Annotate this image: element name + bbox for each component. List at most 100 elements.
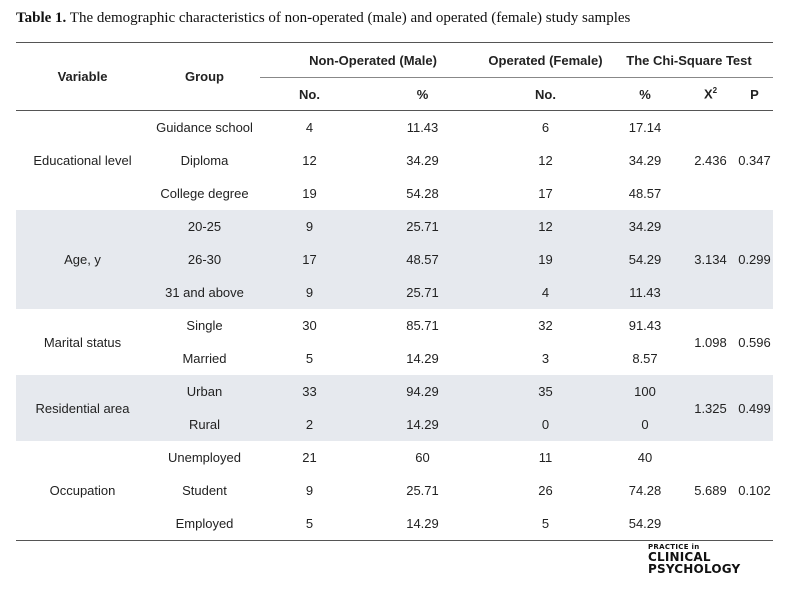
pct-male-cell: 14.29 (406, 516, 439, 531)
chi-square-cell: 1.098 (694, 334, 727, 350)
group-cell: 31 and above (149, 276, 260, 309)
pct-female-cell: 74.28 (628, 483, 662, 498)
pct-female-cell: 100 (605, 375, 685, 408)
table-caption-text: The demographic characteristics of non-o… (66, 10, 631, 26)
group-cell: Guidance school (156, 120, 253, 135)
group-cell: Student (182, 483, 227, 498)
table-row: Educational level Guidance school 4 11.4… (16, 111, 773, 168)
pct-male-cell: 94.29 (359, 375, 486, 408)
no-male-cell: 4 (305, 120, 314, 135)
group-cell: Married (182, 351, 227, 366)
no-female-cell: 5 (541, 516, 550, 531)
pct-female-cell: 11.43 (605, 276, 685, 309)
header-pct-male: % (416, 86, 429, 102)
group-cell: Rural (149, 408, 260, 441)
no-male-cell: 33 (260, 375, 359, 408)
header-x2-sup: 2 (712, 86, 718, 96)
no-male-cell: 5 (305, 351, 314, 366)
p-value-cell: 0.102 (738, 483, 771, 498)
table-row: Employed 5 14.29 5 54.29 (16, 507, 773, 541)
header-p: P (750, 86, 759, 102)
group-cell: College degree (160, 186, 249, 201)
pct-female-cell: 0 (605, 408, 685, 441)
no-female-cell: 17 (538, 186, 553, 201)
table-row: Rural 2 14.29 0 0 (16, 408, 773, 441)
pct-male-cell: 25.71 (359, 276, 486, 309)
group-cell: 20-25 (149, 210, 260, 243)
pct-female-cell: 34.29 (628, 153, 662, 168)
header-pct-female: % (639, 86, 651, 102)
no-female-cell: 4 (486, 276, 605, 309)
header-variable: Variable (57, 69, 108, 84)
no-male-cell: 2 (260, 408, 359, 441)
no-female-cell: 26 (538, 483, 553, 498)
pct-female-cell: 17.14 (628, 120, 662, 135)
group-cell: 26-30 (149, 243, 260, 276)
group-cell: Single (186, 318, 223, 333)
journal-logo: PRACTICE in CLINICAL PSYCHOLOGY (648, 543, 796, 576)
table-caption-label: Table 1. (16, 10, 67, 26)
no-female-cell: 0 (486, 408, 605, 441)
p-value-cell: 0.299 (736, 210, 773, 309)
no-male-cell: 9 (260, 276, 359, 309)
header-non-operated: Non-Operated (Male) (260, 42, 486, 78)
section-occupation: Occupation Unemployed 21 60 11 40 5.689 … (16, 441, 773, 541)
no-female-cell: 12 (538, 153, 553, 168)
no-female-cell: 12 (486, 210, 605, 243)
pct-female-cell: 48.57 (628, 186, 662, 201)
section-residential-area: Residential area Urban 33 94.29 35 100 1… (16, 375, 773, 441)
group-cell: Unemployed (168, 450, 241, 465)
pct-male-cell: 11.43 (406, 120, 439, 135)
pct-female-cell: 8.57 (632, 351, 658, 366)
table-row: Diploma 12 34.29 12 34.29 (16, 144, 773, 177)
pct-male-cell: 48.57 (359, 243, 486, 276)
no-female-cell: 19 (486, 243, 605, 276)
table-row: Occupation Unemployed 21 60 11 40 5.689 … (16, 441, 773, 498)
variable-cell: Residential area (16, 375, 149, 441)
no-male-cell: 19 (302, 186, 317, 201)
no-female-cell: 11 (538, 450, 553, 465)
pct-male-cell: 25.71 (406, 483, 439, 498)
pct-female-cell: 91.43 (628, 318, 662, 333)
chi-square-cell: 1.325 (685, 375, 736, 441)
header-no-female: No. (535, 86, 556, 102)
no-male-cell: 21 (302, 450, 317, 465)
section-educational-level: Educational level Guidance school 4 11.4… (16, 111, 773, 211)
group-cell: Urban (149, 375, 260, 408)
header-chi-square: The Chi-Square Test (605, 42, 773, 78)
chi-square-cell: 2.436 (694, 153, 727, 168)
journal-logo-line1: PRACTICE in (648, 543, 700, 551)
table-caption: Table 1. The demographic characteristics… (16, 10, 630, 27)
table-row: Married 5 14.29 3 8.57 (16, 342, 773, 375)
table-header: Variable Group Non-Operated (Male) Opera… (16, 42, 773, 111)
table-row: Residential area Urban 33 94.29 35 100 1… (16, 375, 773, 441)
variable-cell: Occupation (49, 483, 116, 498)
pct-male-cell: 14.29 (406, 351, 439, 366)
table-row: Student 9 25.71 26 74.28 (16, 474, 773, 507)
table-row: Marital status Single 30 85.71 32 91.43 … (16, 309, 773, 350)
group-cell: Diploma (180, 153, 229, 168)
no-male-cell: 9 (260, 210, 359, 243)
demographics-table: Variable Group Non-Operated (Male) Opera… (16, 42, 773, 541)
no-male-cell: 12 (302, 153, 317, 168)
variable-cell: Age, y (16, 210, 149, 309)
no-female-cell: 32 (538, 318, 553, 333)
header-operated: Operated (Female) (486, 42, 605, 78)
no-male-cell: 5 (305, 516, 314, 531)
pct-male-cell: 25.71 (359, 210, 486, 243)
variable-cell: Educational level (33, 153, 132, 168)
pct-female-cell: 54.29 (628, 516, 662, 531)
no-male-cell: 9 (305, 483, 314, 498)
pct-female-cell: 34.29 (605, 210, 685, 243)
pct-male-cell: 34.29 (406, 153, 439, 168)
group-cell: Employed (175, 516, 234, 531)
no-male-cell: 30 (302, 318, 317, 333)
table-row: Age, y 20-25 9 25.71 12 34.29 3.134 0.29… (16, 210, 773, 309)
pct-male-cell: 54.28 (406, 186, 439, 201)
section-marital-status: Marital status Single 30 85.71 32 91.43 … (16, 309, 773, 375)
pct-male-cell: 14.29 (359, 408, 486, 441)
no-female-cell: 6 (541, 120, 550, 135)
section-age: Age, y 20-25 9 25.71 12 34.29 3.134 0.29… (16, 210, 773, 309)
table-row: 26-30 17 48.57 19 54.29 (16, 243, 773, 276)
pct-male-cell: 85.71 (406, 318, 439, 333)
